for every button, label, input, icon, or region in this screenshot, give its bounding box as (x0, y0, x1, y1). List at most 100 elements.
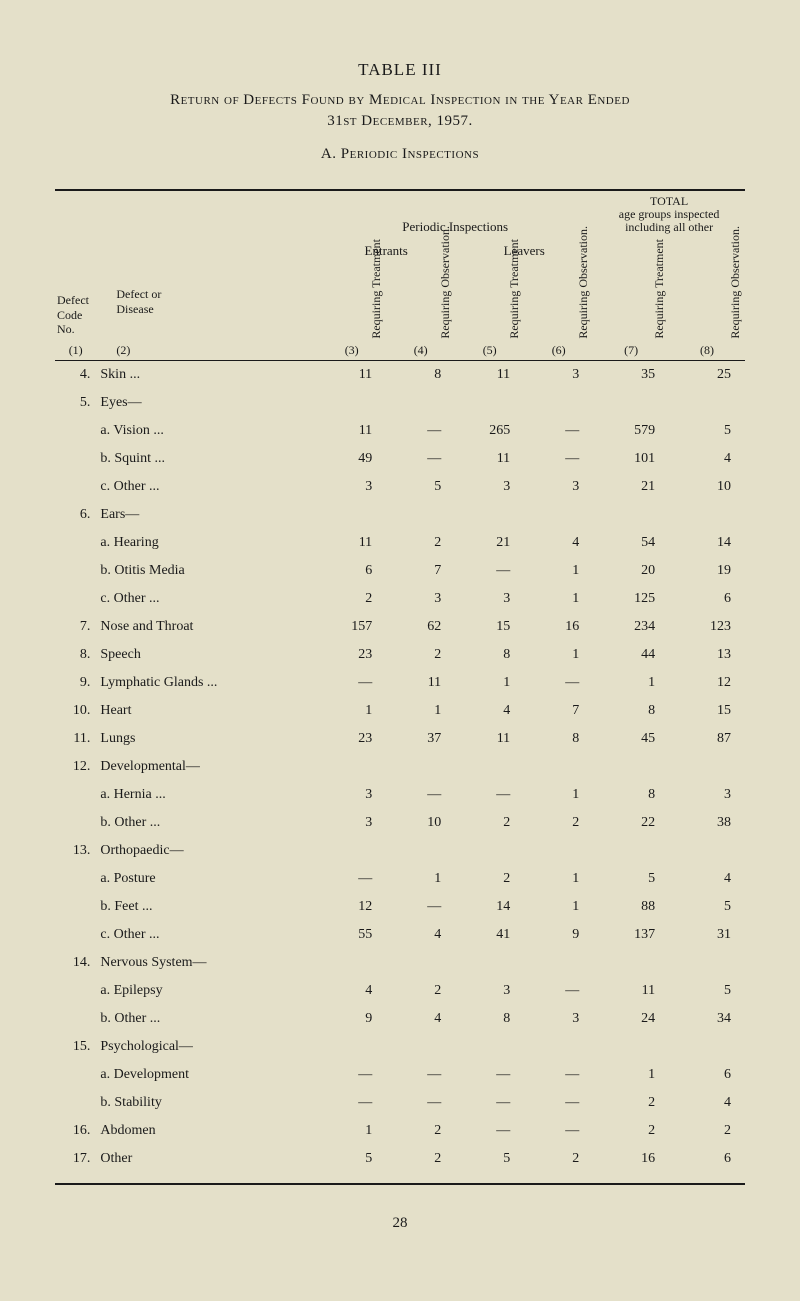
defects-table: Periodic Inspections TOTAL age groups in… (55, 181, 745, 1173)
row-code (55, 781, 96, 809)
main-title: Return of Defects Found by Medical Inspe… (55, 90, 745, 132)
row-value: 38 (669, 809, 745, 837)
row-value: 5 (386, 473, 455, 501)
table-row: c. Other ...55441913731 (55, 921, 745, 949)
row-value (455, 837, 524, 865)
row-label: Lungs (96, 725, 317, 753)
row-value: 2 (593, 1089, 669, 1117)
row-value: 5 (669, 417, 745, 445)
row-value: 2 (386, 1117, 455, 1145)
row-label: Lymphatic Glands ... (96, 669, 317, 697)
row-value (317, 389, 386, 417)
row-value: 8 (593, 781, 669, 809)
row-value (317, 949, 386, 977)
row-value: 62 (386, 613, 455, 641)
row-value: — (386, 417, 455, 445)
row-value (593, 1033, 669, 1061)
row-value: 25 (669, 360, 745, 389)
row-value: 2 (669, 1117, 745, 1145)
row-code: 11. (55, 725, 96, 753)
table-row: 6.Ears— (55, 501, 745, 529)
table-row: b. Squint ...49—11—1014 (55, 445, 745, 473)
row-value: 11 (455, 725, 524, 753)
table-row: 14.Nervous System— (55, 949, 745, 977)
row-value: 2 (524, 1145, 593, 1173)
row-value: — (386, 781, 455, 809)
row-label: b. Squint ... (96, 445, 317, 473)
row-value: — (524, 977, 593, 1005)
row-code (55, 1089, 96, 1117)
row-value: 1 (386, 697, 455, 725)
row-value: — (455, 1061, 524, 1089)
colnum-2: (2) (96, 341, 317, 361)
row-value: 11 (455, 360, 524, 389)
colnum-3: (3) (317, 341, 386, 361)
row-value: 123 (669, 613, 745, 641)
row-value: 7 (524, 697, 593, 725)
row-value: 19 (669, 557, 745, 585)
row-code: 17. (55, 1145, 96, 1173)
row-value: 2 (386, 641, 455, 669)
row-code: 15. (55, 1033, 96, 1061)
row-value: 8 (455, 1005, 524, 1033)
table-body: 4.Skin ...11811335255.Eyes—a. Vision ...… (55, 360, 745, 1173)
row-value: — (386, 893, 455, 921)
row-value: 3 (317, 809, 386, 837)
row-code (55, 445, 96, 473)
row-value: — (386, 1061, 455, 1089)
table-row: 10.Heart1147815 (55, 697, 745, 725)
table-row: 4.Skin ...1181133525 (55, 360, 745, 389)
row-value: 1 (455, 669, 524, 697)
row-value: 2 (455, 865, 524, 893)
row-value: 5 (455, 1145, 524, 1173)
row-value: 4 (669, 865, 745, 893)
row-label: a. Hernia ... (96, 781, 317, 809)
row-value: — (455, 781, 524, 809)
row-label: Speech (96, 641, 317, 669)
table-row: 9.Lymphatic Glands ...—111—112 (55, 669, 745, 697)
row-value (669, 501, 745, 529)
row-value: 24 (593, 1005, 669, 1033)
row-value: 2 (386, 529, 455, 557)
row-value: 14 (455, 893, 524, 921)
row-code (55, 473, 96, 501)
row-code: 16. (55, 1117, 96, 1145)
row-label: Orthopaedic— (96, 837, 317, 865)
header-defect-code: Defect Code No. (55, 263, 96, 341)
row-label: b. Other ... (96, 809, 317, 837)
row-value (317, 501, 386, 529)
row-value: — (524, 1061, 593, 1089)
table-row: 5.Eyes— (55, 389, 745, 417)
row-value: 1 (524, 893, 593, 921)
table-row: a. Vision ...11—265—5795 (55, 417, 745, 445)
row-value: 1 (524, 585, 593, 613)
table-row: 7.Nose and Throat157621516234123 (55, 613, 745, 641)
row-value: 41 (455, 921, 524, 949)
row-value: 11 (455, 445, 524, 473)
row-value (524, 753, 593, 781)
row-value: 22 (593, 809, 669, 837)
row-code (55, 585, 96, 613)
colnum-5: (5) (455, 341, 524, 361)
table-row: b. Otitis Media67—12019 (55, 557, 745, 585)
row-value: 49 (317, 445, 386, 473)
row-value: 6 (669, 585, 745, 613)
row-label: b. Stability (96, 1089, 317, 1117)
row-label: c. Other ... (96, 473, 317, 501)
row-code (55, 1005, 96, 1033)
row-value (386, 389, 455, 417)
title-block: TABLE III Return of Defects Found by Med… (55, 60, 745, 163)
row-value: 44 (593, 641, 669, 669)
row-value (386, 837, 455, 865)
row-value: 234 (593, 613, 669, 641)
subtitle: A. Periodic Inspections (55, 146, 745, 163)
table-row: b. Feet ...12—141885 (55, 893, 745, 921)
row-label: Other (96, 1145, 317, 1173)
row-value: 13 (669, 641, 745, 669)
row-code: 4. (55, 360, 96, 389)
table-row: b. Stability————24 (55, 1089, 745, 1117)
row-value: 21 (593, 473, 669, 501)
row-label: Abdomen (96, 1117, 317, 1145)
row-label: b. Other ... (96, 1005, 317, 1033)
row-value: 3 (455, 977, 524, 1005)
